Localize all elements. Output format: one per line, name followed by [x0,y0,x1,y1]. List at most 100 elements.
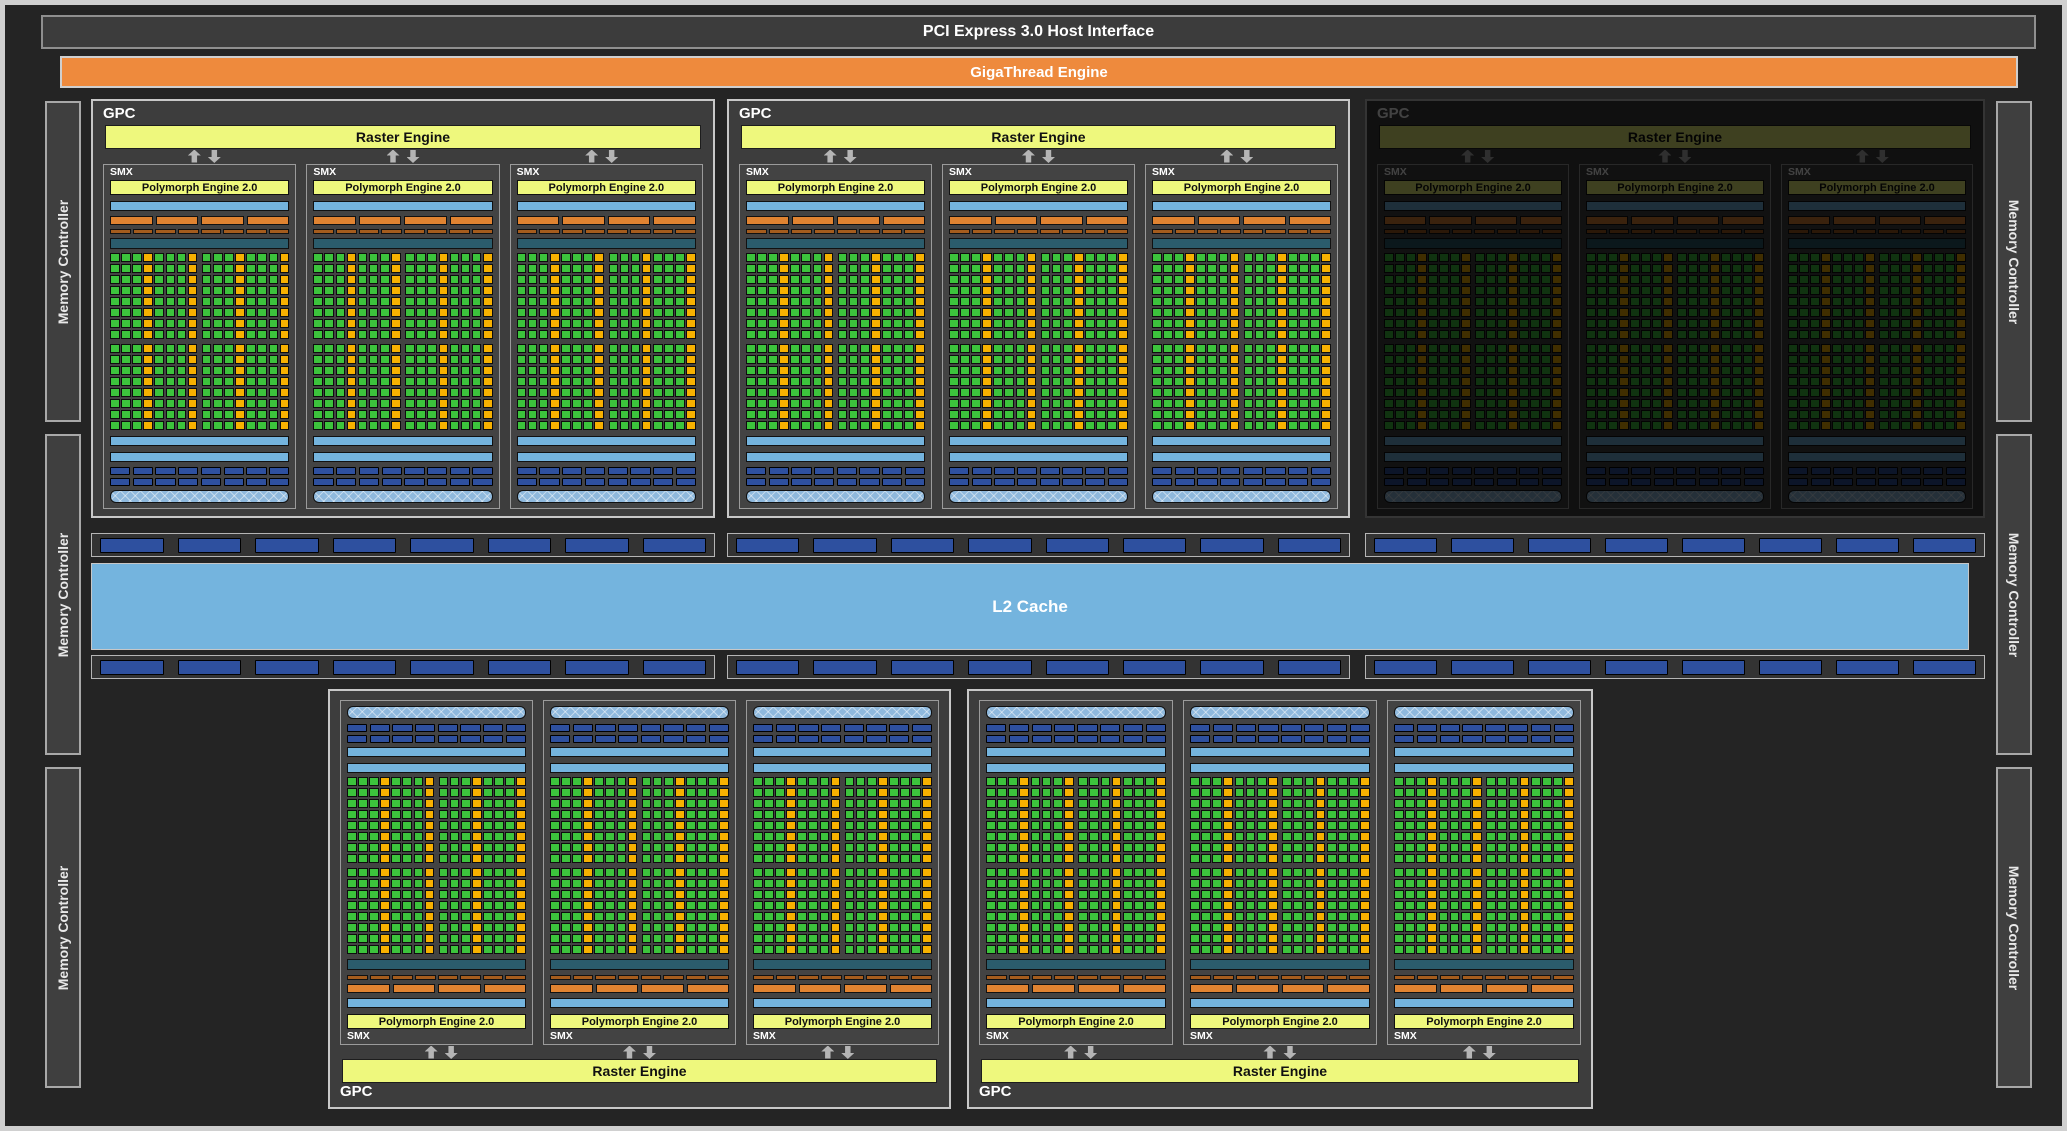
thin-orange-segment [449,229,471,234]
cuda-core [630,253,641,263]
core-row [986,889,1166,900]
ldst-sfu-unit [1821,274,1831,285]
cuda-core [697,867,707,878]
cuda-core [1196,376,1206,387]
ldst-sfu-unit [830,911,841,922]
cuda-core [993,296,1003,307]
ldst-sfu-unit [823,354,834,365]
cuda-core [757,296,767,307]
cuda-core [1843,420,1853,430]
cuda-core [1174,387,1184,398]
cuda-core [1519,354,1529,365]
cuda-core [1304,922,1315,933]
cuda-core [808,889,819,900]
cuda-core [630,329,641,340]
cuda-core [1934,365,1944,376]
cuda-core [1078,809,1088,820]
cuda-core [1207,307,1218,318]
cuda-core [1122,922,1133,933]
up-arrow-icon [1021,149,1035,163]
cuda-core [1201,798,1211,809]
cuda-core [1460,853,1471,864]
cuda-core [1163,318,1173,329]
register-block [427,478,448,486]
ldst-sfu-unit [1865,307,1875,318]
cuda-core [347,944,357,954]
thin-orange-segment [1174,229,1196,234]
cuda-core [663,842,674,853]
core-row [1190,853,1370,864]
cuda-core [201,365,212,376]
cuda-core [848,398,859,409]
register-block [1062,467,1083,475]
ldst-sfu-unit [1185,307,1195,318]
cuda-core [1243,263,1254,274]
ldst-sfu-unit [1472,831,1482,842]
cuda-core [1288,285,1298,296]
core-row [753,831,932,842]
cuda-core [844,831,855,842]
ldst-sfu-unit [594,420,605,430]
thin-orange-segment [1788,229,1809,234]
cuda-core [1405,922,1415,933]
light-blue-cache-bar [516,201,696,211]
cuda-core [1174,307,1184,318]
cuda-core [882,329,892,340]
cuda-core [313,307,323,318]
cuda-core [1078,911,1088,922]
cuda-core [1699,365,1709,376]
cuda-core [1542,831,1552,842]
register-block [1676,478,1697,486]
light-blue-cache-bar [986,747,1166,757]
ldst-sfu-unit [779,343,789,354]
cuda-core [1449,911,1460,922]
ldst-sfu-unit [1118,409,1128,420]
cuda-core [619,420,630,430]
core-row [516,329,696,340]
cuda-core [1245,798,1256,809]
ldst-sfu-unit [1519,867,1530,878]
cuda-core [176,365,187,376]
cuda-core [1052,889,1063,900]
cuda-core [516,398,527,409]
cuda-core [652,831,663,842]
cuda-core [471,296,482,307]
cuda-core [819,911,830,922]
register-block [746,467,767,475]
ldst-sfu-unit [922,911,932,922]
cuda-core [413,787,424,798]
cuda-core [1384,329,1394,340]
ldst-sfu-unit [1461,307,1471,318]
core-row [110,420,290,430]
ldst-sfu-unit [279,387,290,398]
cuda-core [1699,318,1709,329]
cuda-core [1699,376,1709,387]
cuda-core [1405,820,1415,831]
cuda-core [347,798,357,809]
core-row [986,900,1166,911]
polymorph-engine-bar: Polymorph Engine 2.0 [746,180,925,195]
ldst-sfu-unit [1019,820,1030,831]
cuda-core [1245,787,1256,798]
cuda-core [1810,354,1820,365]
ldst-sfu-unit [878,878,888,889]
hatched-bar [746,490,925,503]
cuda-core [335,409,346,420]
cuda-core [1078,831,1088,842]
cuda-core [746,296,756,307]
register-block [1190,724,1211,732]
cuda-core [1449,922,1460,933]
cuda-core [1040,285,1051,296]
cuda-core [797,831,807,842]
ldst-sfu-unit [1427,889,1438,900]
cuda-core [1212,867,1222,878]
core-row [110,285,290,296]
cuda-core [391,777,401,787]
ldst-sfu-unit [380,820,390,831]
cuda-core [335,387,346,398]
cuda-core [900,933,910,944]
cuda-core [1721,420,1731,430]
cuda-core [1450,365,1460,376]
thin-orange-segment [347,975,368,980]
